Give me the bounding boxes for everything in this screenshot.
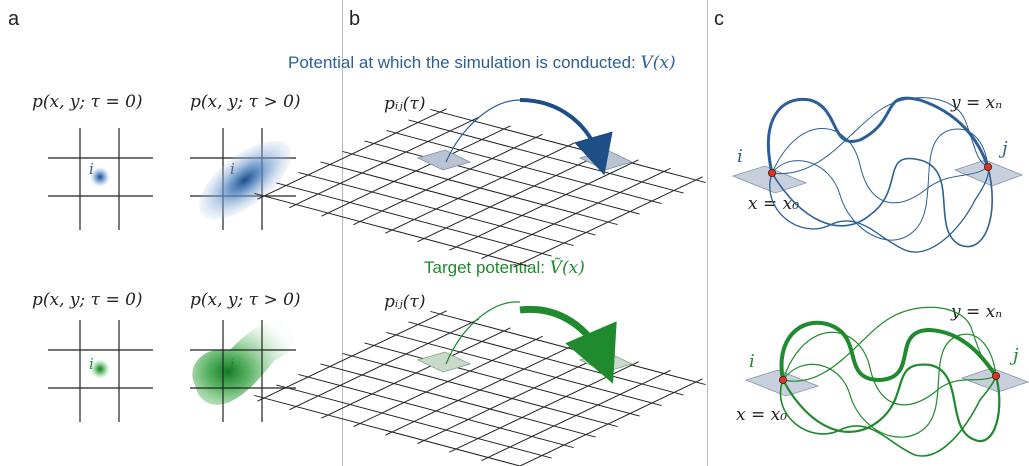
label-p-taugt0-top: p(x, y; τ > 0)	[190, 92, 301, 112]
label-j-c-top: j	[1002, 138, 1008, 159]
tile-i-c-top	[731, 165, 808, 194]
tile-i-b-top	[416, 149, 472, 171]
grid-a-bottom-right	[190, 320, 296, 422]
grid-line	[385, 142, 575, 234]
label-y-eq-top: y = xₙ	[951, 93, 1003, 113]
label-p-tau0-top: p(x, y; τ = 0)	[32, 92, 143, 112]
distribution-blob-green	[192, 321, 294, 405]
node-j-c-top	[984, 162, 993, 171]
grid-line	[518, 378, 703, 466]
iso-grid-top	[254, 108, 706, 268]
panel-letter-c: c	[714, 8, 724, 30]
caption-simulation-text: Potential at which the simulation is con…	[288, 53, 641, 72]
grid-line	[276, 384, 552, 459]
label-pij-top: pᵢⱼ(τ)	[384, 94, 426, 114]
label-i-c-bottom: i	[749, 351, 755, 372]
caption-target-math: Ṽ(x)	[549, 258, 585, 278]
node-i-c-bottom	[779, 375, 788, 384]
node-i-c-top	[768, 168, 777, 177]
label-p-tau0-bottom: p(x, y; τ = 0)	[32, 290, 143, 310]
grid-a-top-left	[48, 128, 153, 230]
panel-letter-a: a	[8, 8, 20, 30]
label-i-c-top: i	[737, 146, 743, 167]
grid-line	[513, 176, 703, 268]
transition-arrow-green	[519, 305, 617, 384]
tile-i-b-bottom	[416, 351, 472, 373]
trajectories-blue	[766, 96, 993, 253]
grid-line	[481, 167, 671, 260]
grid-line	[320, 161, 596, 236]
caption-simulation-potential: Potential at which the simulation is con…	[288, 53, 676, 73]
label-pij-bottom: pᵢⱼ(τ)	[384, 292, 426, 312]
panel-letter-b: b	[349, 8, 361, 30]
grid-a-bottom-left	[48, 320, 153, 422]
transition-arrow-blue	[519, 98, 613, 176]
caption-simulation-math: V(x)	[640, 53, 676, 73]
grid-line	[320, 363, 596, 438]
distribution-dot-blue	[90, 167, 110, 187]
distribution-dot-green	[90, 359, 110, 379]
label-j-c-bottom: j	[1013, 345, 1019, 366]
iso-grid-bottom	[254, 310, 706, 466]
label-x-eq-bottom: x = x₀	[736, 405, 788, 425]
grid-line	[254, 394, 522, 466]
distribution-blob-blue	[199, 140, 291, 220]
grid-line	[298, 171, 574, 247]
label-i-a-top-left: i	[89, 160, 94, 178]
grid-line	[481, 369, 671, 462]
transition-path-thin-blue	[445, 99, 521, 163]
grid-line	[276, 182, 552, 257]
divider-ab	[342, 0, 343, 466]
node-j-c-bottom	[992, 371, 1001, 380]
divider-bc	[707, 0, 708, 466]
transition-path-thin-green	[445, 301, 521, 365]
grid-line	[385, 344, 575, 436]
grid-line	[298, 373, 574, 449]
label-p-taugt0-bottom: p(x, y; τ > 0)	[190, 290, 301, 310]
trajectories-green	[779, 306, 1001, 457]
grid-line	[254, 192, 530, 268]
